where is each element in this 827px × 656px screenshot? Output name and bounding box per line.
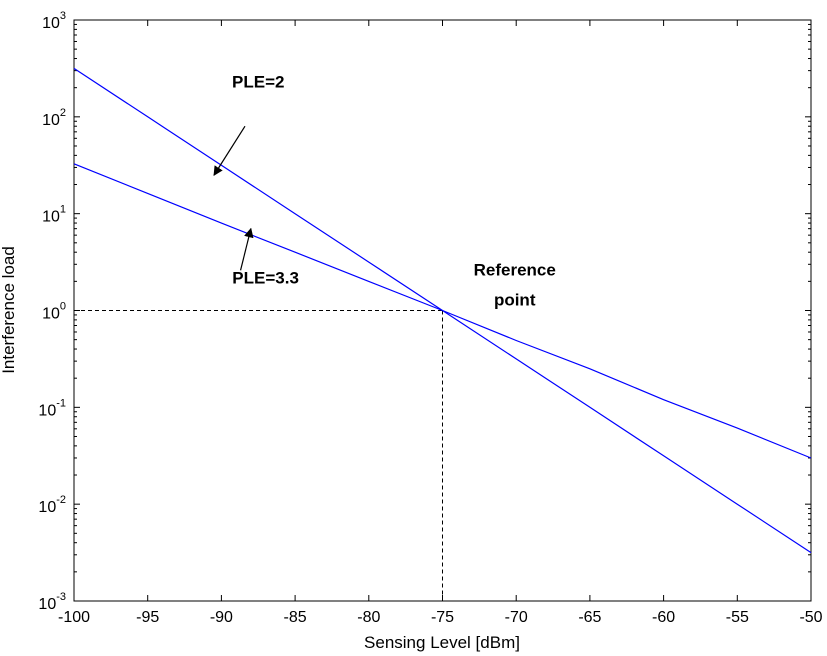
x-tick-label: -60 — [652, 609, 675, 626]
series-line-ple-3-3 — [73, 163, 812, 459]
annotation-label: PLE=2 — [232, 73, 284, 92]
reference-point-label: Reference point — [474, 260, 556, 309]
y-axis-label: Interference load — [0, 246, 18, 374]
y-tick-label: 103 — [42, 10, 66, 32]
x-tick-label: -90 — [210, 609, 233, 626]
x-tick-label: -55 — [726, 609, 749, 626]
y-tick-label: 10-1 — [38, 397, 66, 419]
annotation-arrow — [213, 125, 246, 176]
x-tick-label: -100 — [58, 609, 90, 626]
y-tick-label: 10-2 — [38, 494, 66, 516]
y-tick-label: 101 — [42, 204, 66, 226]
y-tick-label: 102 — [42, 107, 66, 129]
annotation-arrow — [239, 227, 254, 271]
y-tick-label: 100 — [42, 301, 66, 323]
x-axis-label: Sensing Level [dBm] — [364, 633, 520, 652]
x-tick-label: -70 — [505, 609, 528, 626]
x-tick-label: -95 — [136, 609, 159, 626]
x-tick-label: -75 — [431, 609, 454, 626]
x-tick-label: -85 — [284, 609, 307, 626]
x-tick-label: -80 — [357, 609, 380, 626]
x-tick-label: -65 — [578, 609, 601, 626]
annotation-label: PLE=3.3 — [232, 269, 299, 288]
x-tick-label: -50 — [799, 609, 822, 626]
y-tick-label: 10-3 — [38, 591, 66, 613]
